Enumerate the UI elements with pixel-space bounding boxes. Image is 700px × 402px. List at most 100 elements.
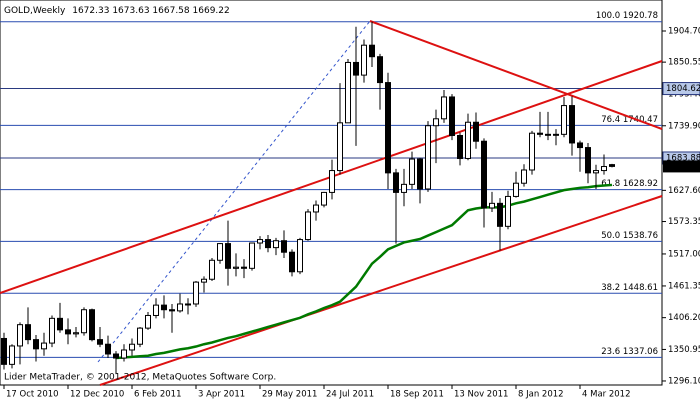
candle-body bbox=[137, 327, 143, 345]
candle-body bbox=[489, 202, 495, 209]
y-tick-label: 1904.70 bbox=[668, 26, 700, 36]
level-label: 38.2 1448.61 bbox=[601, 283, 658, 293]
candle-body bbox=[377, 56, 383, 84]
y-tick-label: 1573.35 bbox=[668, 217, 700, 227]
trend-line bbox=[99, 195, 663, 386]
x-tick-label: 13 Nov 2011 bbox=[454, 390, 508, 400]
candle-body bbox=[457, 134, 463, 159]
candle-body bbox=[1, 337, 7, 365]
candle-body bbox=[97, 339, 103, 345]
candle-body bbox=[201, 278, 207, 283]
current-price-box bbox=[663, 160, 700, 173]
y-tick-label: 1296.10 bbox=[668, 376, 700, 386]
candle-body bbox=[233, 266, 239, 269]
x-tick-label: 24 Jul 2011 bbox=[326, 390, 374, 400]
y-tick-label: 1850.55 bbox=[668, 58, 700, 68]
candle-body bbox=[313, 204, 319, 213]
price-tag: 1683.88 bbox=[666, 153, 700, 163]
candle-body bbox=[161, 304, 167, 311]
candle-body bbox=[345, 61, 351, 124]
candle-body bbox=[609, 164, 615, 167]
moving-average bbox=[115, 183, 613, 360]
candle-body bbox=[337, 122, 343, 172]
candle-body bbox=[449, 96, 455, 136]
x-tick-label: 3 Apr 2011 bbox=[198, 390, 245, 400]
x-tick-label: 6 Feb 2011 bbox=[134, 390, 182, 400]
level-label: 50.0 1538.76 bbox=[601, 231, 658, 241]
candle-body bbox=[105, 343, 111, 355]
candle-body bbox=[209, 259, 215, 280]
candle-body bbox=[321, 191, 327, 206]
last-close: 1669.22 bbox=[193, 6, 230, 16]
candle-body bbox=[361, 44, 367, 76]
y-tick-label: 1517.00 bbox=[668, 249, 700, 259]
candle-body bbox=[273, 240, 279, 249]
candle-body bbox=[585, 147, 591, 174]
candle-body bbox=[425, 125, 431, 190]
candle-body bbox=[265, 239, 271, 249]
price-tag: 1804.62 bbox=[666, 84, 700, 94]
candle-body bbox=[529, 132, 535, 171]
y-tick-label: 1739.90 bbox=[668, 121, 700, 131]
candle-body bbox=[353, 61, 359, 76]
candle-body bbox=[89, 309, 95, 341]
candle-body bbox=[569, 105, 575, 144]
fib-base-line bbox=[97, 20, 371, 363]
candle-body bbox=[185, 303, 191, 306]
candle-body bbox=[513, 182, 519, 197]
candle-body bbox=[177, 303, 183, 312]
candle-body bbox=[601, 166, 607, 172]
candle-body bbox=[561, 105, 567, 135]
candle-body bbox=[481, 140, 487, 209]
y-tick-label: 1350.95 bbox=[668, 345, 700, 355]
last-low: 1667.58 bbox=[152, 6, 189, 16]
candle-body bbox=[289, 251, 295, 273]
candle-body bbox=[9, 345, 15, 365]
y-tick-label: 1406.20 bbox=[668, 313, 700, 323]
candle-body bbox=[257, 239, 263, 244]
candle-body bbox=[537, 132, 543, 135]
candle-body bbox=[121, 349, 127, 359]
candle-body bbox=[369, 44, 375, 58]
candle-body bbox=[505, 195, 511, 227]
candle-body bbox=[217, 243, 223, 261]
candle-body bbox=[153, 304, 159, 316]
trend-line bbox=[369, 20, 663, 130]
level-label: 100.0 1920.78 bbox=[596, 11, 658, 21]
candle-body bbox=[297, 239, 303, 273]
y-tick-label: 1627.60 bbox=[668, 186, 700, 196]
candle-body bbox=[241, 266, 247, 269]
y-tick-label: 1461.35 bbox=[668, 281, 700, 291]
current-price: 1669.22 bbox=[666, 162, 700, 172]
candle-body bbox=[113, 353, 119, 359]
candle-body bbox=[577, 142, 583, 149]
candle-body bbox=[57, 317, 63, 331]
candle-body bbox=[145, 314, 151, 329]
candle-body bbox=[465, 121, 471, 159]
candle-body bbox=[41, 342, 47, 350]
candles bbox=[1, 21, 615, 375]
candle-body bbox=[65, 329, 71, 335]
candle-body bbox=[169, 309, 175, 312]
footer: Lider MetaTrader, © 2001-2012, MetaQuote… bbox=[4, 373, 276, 383]
candle-body bbox=[305, 211, 311, 241]
x-tick-label: 18 Sep 2011 bbox=[390, 390, 444, 400]
candle-body bbox=[81, 309, 87, 334]
candle-body bbox=[521, 169, 527, 184]
candle-body bbox=[497, 202, 503, 227]
candle-body bbox=[73, 332, 79, 335]
candle-body bbox=[441, 96, 447, 120]
candle-body bbox=[33, 339, 39, 350]
candle-body bbox=[401, 183, 407, 193]
candle-body bbox=[385, 82, 391, 174]
candle-body bbox=[545, 133, 551, 136]
candle-body bbox=[281, 240, 287, 253]
candle-body bbox=[249, 242, 255, 269]
x-tick-label: 4 Mar 2012 bbox=[582, 390, 630, 400]
chart-title: GOLD,Weekly bbox=[4, 6, 66, 16]
candle-body bbox=[553, 133, 559, 136]
candle-body bbox=[25, 324, 31, 341]
x-tick-label: 17 Oct 2010 bbox=[6, 390, 59, 400]
candle-body bbox=[17, 324, 23, 347]
